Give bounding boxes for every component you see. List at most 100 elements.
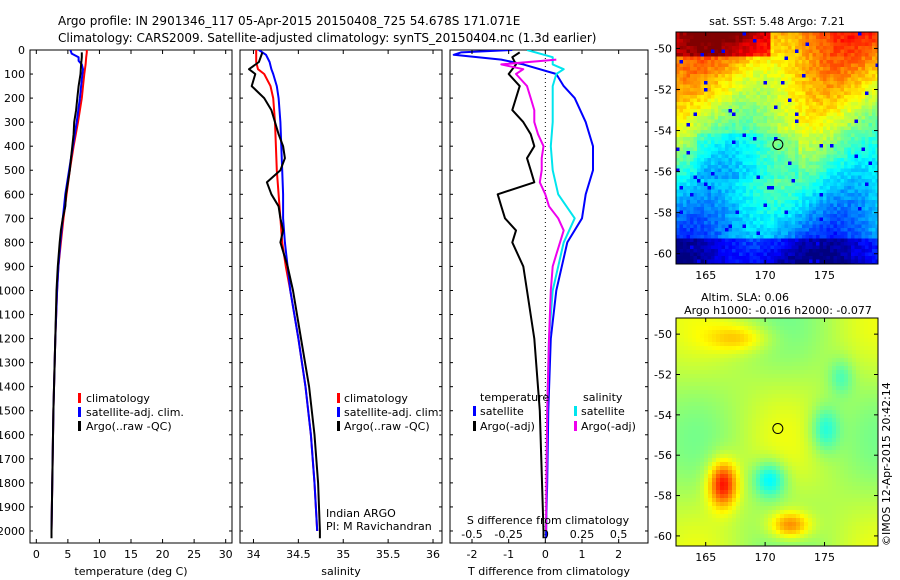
map-cell [809,179,813,183]
map-cell [676,221,680,225]
map-cell [676,338,681,343]
map-cell [795,165,799,169]
map-cell [791,245,796,250]
map-cell [718,123,722,127]
map-cell [823,81,827,85]
map-cell [812,366,817,371]
map-cell [777,133,782,138]
map-cell [720,350,725,355]
map-cell [767,214,771,218]
map-cell [716,322,721,327]
map-cell [826,242,831,246]
map-cell [837,147,841,152]
map-cell [742,249,747,253]
map-cell [725,98,729,103]
map-cell [872,98,876,103]
map-cell [760,67,764,71]
map-cell [861,32,866,36]
map-cell [795,231,799,236]
map-cell [848,370,853,375]
map-cell [781,109,785,113]
map-cell [716,326,721,331]
map-cell [854,186,859,190]
map-cell [728,81,733,85]
map-cell [707,35,712,40]
map-cell [788,200,792,204]
map-cell [795,182,799,187]
map-cell [742,63,747,68]
map-cell [812,158,817,162]
map-cell [756,42,761,47]
map-cell [798,39,803,43]
map-cell [711,133,715,138]
map-cell [704,39,708,43]
map-cell [784,102,789,106]
map-cell [739,63,743,68]
map-cell [854,154,859,159]
map-cell [721,46,726,50]
map-cell [707,39,712,43]
map-cell [740,362,745,367]
map-cell [872,374,877,379]
map-cell [854,189,859,194]
map-cell [712,354,717,359]
map-cell [753,119,757,124]
map-cell [704,81,708,85]
map-cell [686,203,691,208]
map-cell [792,350,797,355]
map-cell [770,140,775,145]
map-cell [707,224,712,229]
map-x-tick-label: 170 [755,269,776,282]
map-cell [749,196,754,201]
map-cell [707,98,712,103]
map-cell [725,189,729,194]
map-cell [725,147,729,152]
map-cell [756,338,761,343]
depth-tick-label: 1100 [0,309,25,322]
legend-swatch-t-satellite [473,406,476,416]
map-cell [852,326,857,331]
map-cell [763,119,768,124]
map-cell [716,318,721,323]
map-cell [865,77,869,82]
map-cell [676,256,680,260]
map-cell [721,200,726,204]
map-cell [774,207,778,211]
map-cell [875,46,878,50]
map-cell [718,63,722,68]
map-cell [714,46,719,50]
map-cell [676,182,680,187]
map-cell [777,119,782,124]
map-cell [812,165,817,169]
map-cell [858,144,862,148]
map-cell [804,370,809,375]
map-cell [735,133,740,138]
map-cell [690,235,694,239]
map-cell [781,259,785,264]
map-cell [708,358,713,363]
map-cell [690,154,694,159]
map-cell [700,172,705,176]
map-cell [809,81,813,85]
map-cell [728,42,733,47]
map-cell [872,214,876,218]
x-tick-label: 36 [426,548,440,561]
map-cell [856,366,861,371]
map-cell [728,224,733,229]
map-cell [683,231,687,236]
map-cell [844,318,849,323]
map-cell [784,67,789,71]
map-cell [784,189,789,194]
map-cell [700,32,705,36]
map-cell [707,189,712,194]
map-cell [704,374,709,379]
map-cell [800,370,805,375]
map-cell [684,382,689,387]
x-tick-label: 35.5 [376,548,401,561]
map-cell [690,256,694,260]
map-cell [795,214,799,218]
map-cell [690,74,694,78]
map-cell [781,256,785,260]
map-cell [767,130,771,134]
map-cell [798,70,803,75]
